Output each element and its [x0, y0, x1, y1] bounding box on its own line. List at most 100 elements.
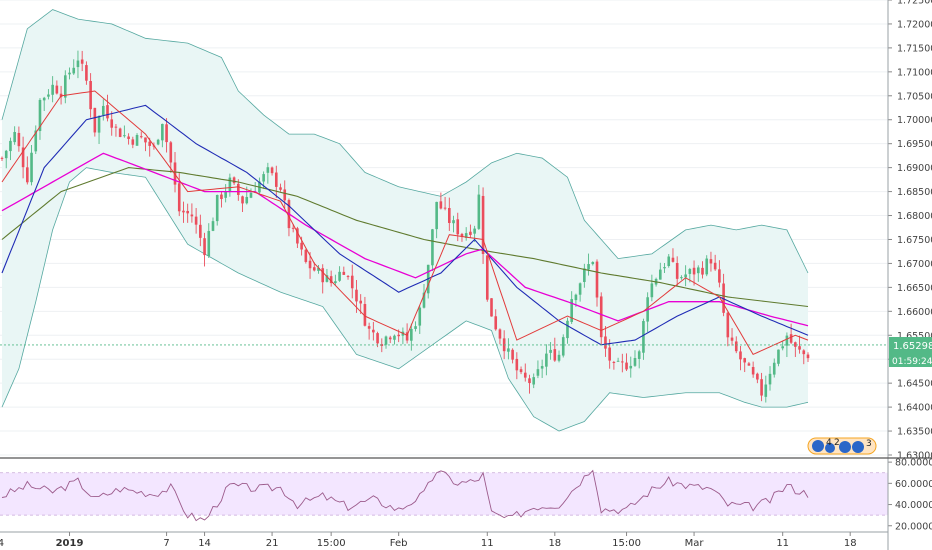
candle-body	[494, 316, 498, 330]
candle-body	[599, 296, 603, 338]
sma-slow-line	[1, 167, 809, 308]
event-count-b: 2	[834, 438, 840, 448]
candle-body	[182, 210, 185, 213]
rsi-tick-label: 20.0000	[895, 521, 932, 532]
ema-line	[1, 152, 809, 327]
candle-body	[346, 276, 350, 278]
time-tick-label: 14	[198, 538, 211, 549]
price-tick-label: 1.63000	[897, 451, 932, 462]
candle-body	[629, 365, 633, 369]
candle-body	[469, 231, 472, 235]
candle-body	[308, 260, 312, 269]
candle-body	[515, 358, 519, 371]
candle-body	[127, 136, 130, 139]
candle-body	[135, 134, 139, 146]
candle-body	[274, 172, 278, 187]
candle-body	[680, 277, 683, 279]
candle-body	[730, 337, 734, 341]
candle-body	[443, 207, 447, 209]
candle-body	[207, 230, 211, 257]
candle-body	[587, 264, 590, 270]
candle-body	[237, 183, 240, 195]
candle-body	[304, 249, 308, 262]
candle-body	[131, 139, 135, 145]
candle-body	[806, 354, 810, 359]
candle-body	[342, 271, 346, 275]
candle-body	[460, 233, 464, 237]
candle-body	[338, 271, 341, 281]
candle-body	[747, 363, 751, 366]
candle-body	[528, 378, 531, 384]
candle-body	[684, 274, 687, 278]
candle-body	[583, 268, 586, 282]
time-tick-label: 24	[0, 538, 4, 549]
candle-body	[490, 298, 493, 317]
candle-body	[4, 150, 8, 159]
candle-body	[363, 303, 367, 326]
candle-body	[464, 233, 468, 238]
candle-body	[279, 187, 282, 190]
candle-body	[456, 219, 460, 235]
candle-body	[756, 373, 759, 380]
candle-body	[477, 194, 481, 229]
event-badge[interactable]: 4 2 3	[807, 437, 877, 455]
candle-body	[177, 183, 181, 212]
candle-body	[701, 267, 704, 275]
rsi-tick-label: 60.0000	[895, 479, 932, 490]
time-tick-label: 7	[163, 538, 169, 549]
price-tick-label: 1.68000	[897, 211, 932, 222]
candle-body	[794, 342, 797, 347]
candle-body	[532, 377, 536, 385]
candle-body	[312, 267, 316, 271]
rsi-tick-label: 80.0000	[895, 458, 932, 469]
candle-body	[713, 262, 717, 270]
candle-body	[110, 119, 114, 128]
price-tick-label: 1.72500	[897, 0, 932, 7]
candle-body	[42, 97, 46, 101]
candle-body	[667, 256, 671, 267]
candle-body	[63, 75, 67, 98]
candle-body	[722, 283, 725, 313]
candle-body	[633, 357, 637, 366]
candle-body	[772, 362, 776, 375]
candle-body	[519, 369, 523, 373]
candle-body	[621, 361, 624, 363]
candle-body	[0, 157, 4, 159]
candle-body	[93, 107, 97, 133]
candle-body	[637, 351, 641, 359]
candle-body	[789, 334, 793, 343]
candle-body	[283, 189, 287, 201]
candle-body	[591, 262, 595, 265]
candle-body	[76, 60, 80, 68]
time-tick-label: Mar	[685, 538, 705, 549]
candle-body	[325, 275, 329, 282]
candle-body	[291, 227, 295, 229]
price-tick-label: 1.66500	[897, 283, 932, 294]
candle-body	[604, 336, 607, 349]
candle-body	[511, 349, 514, 360]
price-tick-label: 1.69000	[897, 163, 932, 174]
candle-body	[317, 267, 320, 271]
candle-body	[68, 72, 71, 75]
current-price-tag	[889, 337, 932, 353]
candle-body	[262, 174, 265, 182]
candle-body	[156, 139, 160, 145]
candle-body	[557, 354, 561, 361]
candle-body	[215, 194, 219, 222]
candle-body	[186, 210, 189, 214]
candle-body	[89, 80, 92, 110]
candle-body	[574, 294, 578, 301]
event-count-c: 3	[866, 439, 872, 449]
time-tick-label: Feb	[390, 538, 408, 549]
candle-body	[625, 362, 628, 370]
candle-body	[97, 116, 101, 133]
candle-body	[473, 228, 476, 234]
time-tick-label: 11	[776, 538, 789, 549]
price-tick-label: 1.66000	[897, 307, 932, 318]
candle-body	[355, 289, 358, 302]
candle-body	[367, 326, 371, 329]
event-count-a: 4	[826, 438, 832, 448]
sma-fast-line	[1, 90, 809, 356]
candle-body	[435, 201, 438, 230]
